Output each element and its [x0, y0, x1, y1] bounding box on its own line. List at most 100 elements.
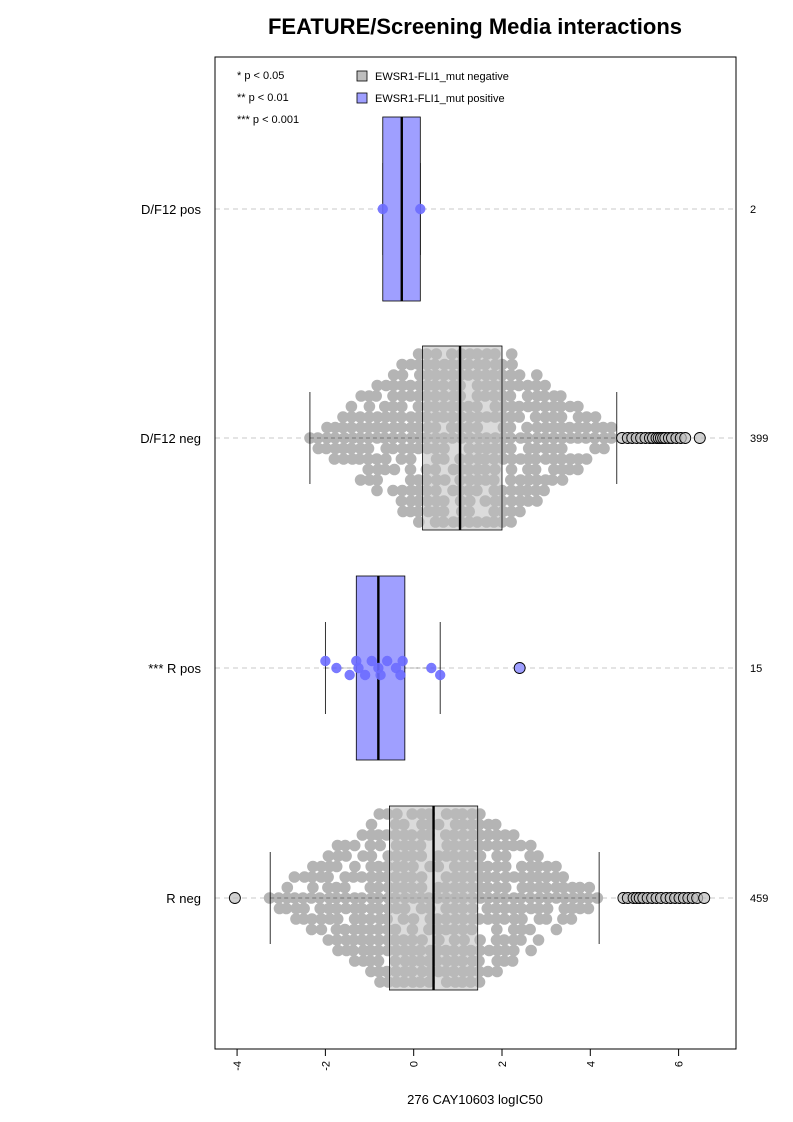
legend-label: EWSR1-FLI1_mut negative [375, 71, 509, 83]
outlier-point [698, 892, 711, 904]
group-count: 15 [750, 663, 762, 675]
data-point [353, 662, 364, 674]
swarm-point [365, 818, 378, 831]
swarm-point [372, 881, 385, 894]
swarm-point [515, 902, 528, 915]
swarm-point [314, 902, 327, 915]
swarm-point [356, 934, 368, 946]
swarm-point [516, 913, 528, 925]
swarm-point [522, 379, 534, 392]
swarm-point [387, 390, 399, 402]
swarm-point [337, 411, 349, 423]
swarm-point [572, 432, 584, 444]
x-axis-title: 276 CAY10603 logIC50 [407, 1092, 543, 1107]
swarm-point [533, 892, 546, 904]
swarm-point [315, 860, 328, 873]
swarm-point [272, 892, 285, 904]
swarm-point [339, 892, 352, 904]
swarm-point [504, 421, 517, 434]
swarm-point [312, 442, 325, 455]
swarm-point [506, 358, 518, 371]
swarm-point [312, 432, 324, 444]
swarm-point [499, 850, 512, 862]
swarm-point [532, 860, 545, 873]
swarm-point [329, 442, 342, 455]
swarm-point [489, 818, 502, 831]
swarm-point [564, 453, 577, 465]
swarm-point [513, 411, 525, 423]
swarm-point [504, 379, 517, 392]
swarm-point [372, 892, 385, 904]
swarm-point [589, 411, 602, 423]
swarm-point [362, 432, 375, 444]
swarm-point [329, 432, 341, 444]
swarm-point [387, 432, 399, 444]
swarm-point [387, 379, 400, 392]
swarm-point [513, 379, 525, 392]
swarm-point [555, 453, 568, 465]
swarm-point [362, 453, 375, 465]
swarm-point [321, 421, 333, 434]
swarm-point [482, 913, 494, 925]
swarm-point [396, 390, 408, 402]
swarm-point [281, 881, 294, 894]
swarm-point [322, 850, 335, 862]
swarm-point [331, 934, 343, 946]
swarm-point [582, 902, 595, 915]
swarm-point [530, 442, 542, 455]
swarm-point [372, 955, 385, 967]
swarm-point [540, 871, 553, 883]
swarm-point [356, 923, 368, 936]
swarm-point [330, 881, 343, 894]
swarm-point [541, 860, 554, 873]
significance-key-item: * p < 0.05 [237, 70, 284, 82]
swarm-point [521, 390, 534, 402]
swarm-point [288, 892, 301, 904]
swarm-point [412, 505, 425, 518]
data-point [331, 662, 342, 674]
swarm-point [491, 923, 503, 936]
swarm-point [306, 913, 318, 925]
swarm-point [531, 432, 544, 444]
swarm-point [482, 860, 494, 873]
swarm-point [373, 934, 385, 946]
swarm-point [505, 411, 517, 423]
swarm-point [597, 421, 609, 434]
swarm-point [362, 442, 375, 455]
swarm-point [505, 474, 517, 486]
swarm-point [322, 871, 334, 883]
x-tick-label: 0 [409, 1061, 421, 1067]
swarm-point [387, 442, 399, 455]
swarm-point [315, 913, 328, 925]
swarm-point [330, 923, 343, 936]
swarm-point [348, 955, 361, 967]
swarm-point [306, 871, 318, 883]
swarm-point [321, 432, 333, 444]
legend-swatch [356, 92, 368, 104]
swarm-point [580, 411, 593, 423]
swarm-point [521, 484, 534, 497]
x-tick-label: -4 [232, 1061, 244, 1071]
swarm-point [395, 453, 408, 465]
swarm-point [481, 902, 494, 915]
swarm-point [395, 495, 408, 507]
group-label: *** R pos [148, 661, 201, 676]
swarm-point [345, 442, 358, 455]
swarm-point [413, 358, 425, 371]
swarm-point [542, 892, 554, 904]
swarm-point [550, 860, 562, 873]
swarm-point [516, 871, 529, 883]
outlier-point [693, 432, 706, 444]
swarm-point [320, 442, 333, 455]
swarm-point [345, 400, 358, 413]
swarm-point [396, 432, 408, 444]
swarm-point [347, 944, 359, 957]
swarm-point [370, 390, 383, 402]
swarm-point [330, 902, 343, 915]
group-label: D/F12 neg [140, 431, 201, 446]
swarm-point [548, 432, 560, 444]
swarm-point [530, 379, 543, 392]
swarm-point [491, 881, 504, 894]
swarm-point [547, 442, 560, 455]
swarm-point [297, 892, 309, 904]
